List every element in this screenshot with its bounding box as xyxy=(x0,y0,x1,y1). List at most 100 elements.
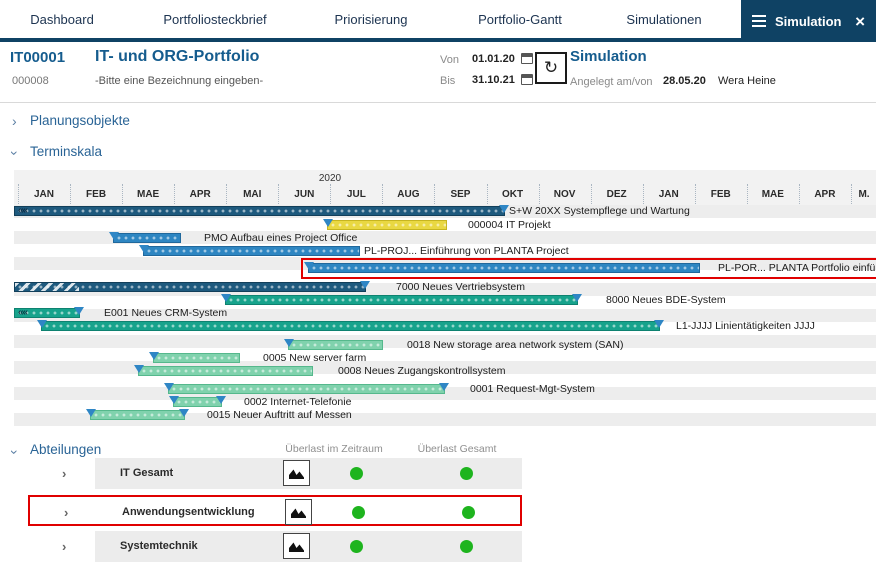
histogram-button[interactable] xyxy=(285,499,312,525)
month-label: FEB xyxy=(86,189,107,200)
status-dot-period xyxy=(352,506,365,519)
refresh-icon: ↻ xyxy=(543,58,559,77)
von-date-value[interactable]: 01.01.20 xyxy=(472,53,515,65)
status-dot-total xyxy=(460,467,473,480)
active-simulation-tab[interactable]: Simulation × xyxy=(741,0,876,42)
milestone-triangle-icon xyxy=(74,307,84,315)
continues-left-icon: «« xyxy=(18,205,28,216)
calendar-icon-bis[interactable] xyxy=(521,74,533,85)
milestone-triangle-icon xyxy=(284,339,294,347)
histogram-button[interactable] xyxy=(283,533,310,559)
gantt-bar-9[interactable] xyxy=(288,340,383,350)
gantt-bar-2[interactable] xyxy=(113,233,181,243)
milestone-triangle-icon xyxy=(179,409,189,417)
section-label[interactable]: Abteilungen xyxy=(30,442,102,457)
gantt-bar-label: L1-JJJJ Linientätigkeiten JJJJ xyxy=(676,320,815,332)
gantt-bar-12[interactable] xyxy=(168,384,445,394)
month-label: AUG xyxy=(397,189,420,200)
top-navigation: Dashboard Portfoliosteckbrief Priorisierun… xyxy=(0,0,876,42)
nav-item-portfolio-gantt[interactable]: Portfolio-Gantt xyxy=(478,12,562,27)
gantt-bar-label: 0018 New storage area network system (SA… xyxy=(407,339,624,351)
month-label: M. xyxy=(858,189,870,200)
bis-date-value[interactable]: 31.10.21 xyxy=(472,74,515,86)
chevron-down-icon: › xyxy=(6,449,23,455)
month-label: JUL xyxy=(346,189,366,200)
gantt-bar-1[interactable] xyxy=(327,220,447,230)
month-label: JAN xyxy=(33,189,55,200)
bis-label: Bis xyxy=(440,75,456,87)
gantt-bar-14[interactable] xyxy=(90,410,185,420)
close-icon[interactable]: × xyxy=(855,11,865,31)
gantt-bar-5[interactable] xyxy=(14,282,366,292)
month-label: MAE xyxy=(761,189,784,200)
milestone-triangle-icon xyxy=(221,294,231,302)
status-dot-period xyxy=(350,467,363,480)
active-tab-label: Simulation xyxy=(775,13,842,29)
gantt-bar-8[interactable] xyxy=(41,321,660,331)
hamburger-menu-icon[interactable] xyxy=(752,15,766,27)
hatched-segment xyxy=(15,283,79,291)
chevron-right-icon: › xyxy=(12,113,17,129)
milestone-triangle-icon xyxy=(37,320,47,328)
gantt-bar-label: 0015 Neuer Auftritt auf Messen xyxy=(207,409,352,421)
month-label: APR xyxy=(189,189,211,200)
gantt-bar-11[interactable] xyxy=(138,366,313,376)
continues-left-icon: «« xyxy=(18,307,28,318)
gantt-bar-6[interactable] xyxy=(225,295,578,305)
month-label: DEZ xyxy=(606,189,627,200)
portfolio-id: IT00001 xyxy=(10,49,66,66)
created-by: Wera Heine xyxy=(718,75,776,87)
histogram-button[interactable] xyxy=(283,460,310,486)
chevron-right-icon[interactable]: › xyxy=(64,505,69,520)
refresh-button[interactable]: ↻ xyxy=(535,52,567,84)
department-name: IT Gesamt xyxy=(120,467,174,479)
status-dot-total xyxy=(462,506,475,519)
month-label: JUN xyxy=(294,189,315,200)
section-label: Terminskala xyxy=(30,144,103,159)
gantt-timeline-header: 2020 JAN FEB MAE APR MAI JUN JUL AUG SEP OKT NOV DE… xyxy=(14,170,876,205)
created-date: 28.05.20 xyxy=(663,75,706,87)
departments-section: › Abteilungen Überlast im Zeitraum Überl… xyxy=(0,437,876,564)
chevron-right-icon[interactable]: › xyxy=(62,466,67,481)
gantt-bar-10[interactable] xyxy=(153,353,240,363)
month-label: JAN xyxy=(658,189,679,200)
nav-item-simulationen[interactable]: Simulationen xyxy=(626,12,702,27)
gantt-bar-0[interactable]: «« xyxy=(14,205,505,216)
nav-item-portfoliosteckbrief[interactable]: Portfoliosteckbrief xyxy=(163,12,267,27)
portfolio-header: IT00001 000008 IT- und ORG-Portfolio -Bi… xyxy=(0,42,876,103)
gantt-bar-label: 0002 Internet-Telefonie xyxy=(244,396,352,408)
section-label: Planungsobjekte xyxy=(30,113,130,128)
gantt-bar-7[interactable]: «« xyxy=(14,307,80,318)
nav-item-dashboard[interactable]: Dashboard xyxy=(30,12,94,27)
calendar-icon-von[interactable] xyxy=(521,53,533,64)
department-name: Systemtechnik xyxy=(120,540,198,552)
nav-item-priorisierung[interactable]: Priorisierung xyxy=(334,12,408,27)
milestone-triangle-icon xyxy=(109,232,119,240)
gantt-bar-13[interactable] xyxy=(173,397,222,407)
histogram-icon xyxy=(289,469,304,479)
milestone-triangle-icon xyxy=(149,352,159,360)
gantt-bar-label: 000004 IT Projekt xyxy=(468,219,551,231)
milestone-triangle-icon xyxy=(139,245,149,253)
gantt-bar-3[interactable] xyxy=(143,246,360,256)
gantt-bar-label: PL-POR... PLANTA Portfolio einführen xyxy=(718,262,876,274)
month-label: NOV xyxy=(553,189,576,200)
section-terminskala[interactable]: › Terminskala xyxy=(0,141,876,167)
chevron-right-icon[interactable]: › xyxy=(62,539,67,554)
section-planungsobjekte[interactable]: › Planungsobjekte xyxy=(0,110,876,136)
column-overload-period: Überlast im Zeitraum xyxy=(285,443,383,455)
month-label: APR xyxy=(814,189,836,200)
milestone-triangle-icon xyxy=(304,262,314,270)
gantt-bar-4[interactable] xyxy=(308,263,700,273)
department-row-systemtechnik[interactable]: › Systemtechnik xyxy=(28,531,522,562)
gantt-bar-label: S+W 20XX Systempflege und Wartung xyxy=(509,205,690,217)
gantt-chart: 2020 JAN FEB MAE APR MAI JUN JUL AUG SEP OKT NOV DE… xyxy=(14,170,876,430)
gantt-bar-label: 8000 Neues BDE-System xyxy=(606,294,726,306)
department-row-it-gesamt[interactable]: › IT Gesamt xyxy=(28,458,522,489)
year-label: 2020 xyxy=(318,173,342,184)
simulation-title: Simulation xyxy=(570,48,647,65)
month-label: MAE xyxy=(136,189,160,200)
department-row-anwendungsentwicklung[interactable]: › Anwendungsentwicklung xyxy=(28,495,522,526)
histogram-icon xyxy=(291,508,306,518)
portfolio-subid: 000008 xyxy=(12,75,49,87)
